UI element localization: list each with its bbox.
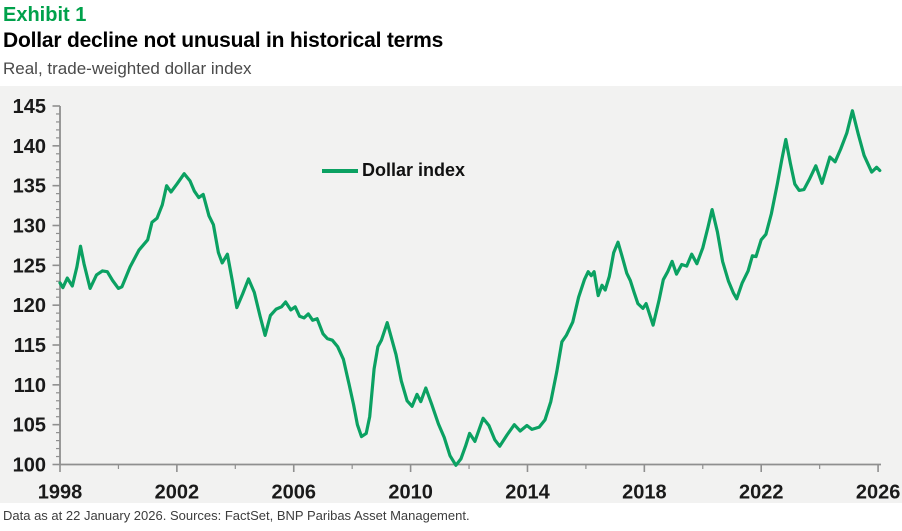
y-tick-label: 125 [13, 255, 46, 277]
chart-legend: Dollar index [322, 160, 465, 181]
y-tick-label: 120 [13, 295, 46, 317]
y-tick-label: 100 [13, 455, 46, 477]
x-tick-label: 2026 [856, 482, 901, 504]
y-tick-label: 110 [14, 375, 46, 397]
chart-subtitle: Real, trade-weighted dollar index [3, 59, 252, 78]
x-tick-label: 2010 [388, 482, 433, 504]
page-title: Dollar decline not unusual in historical… [3, 29, 444, 52]
x-tick-label: 2014 [505, 482, 550, 504]
y-tick-label: 115 [14, 335, 46, 357]
dollar-index-series-line [58, 109, 882, 467]
y-tick-label: 105 [13, 415, 46, 437]
y-tick-label: 145 [13, 96, 46, 118]
source-note: Data as at 22 January 2026. Sources: Fac… [3, 508, 470, 523]
legend-label: Dollar index [362, 160, 466, 180]
x-tick-label: 2022 [739, 482, 784, 504]
x-tick-label: 2018 [622, 482, 667, 504]
x-tick-label: 2006 [271, 482, 316, 504]
x-tick-label: 1998 [38, 482, 83, 504]
plot-background [0, 86, 902, 503]
y-tick-label: 140 [13, 136, 46, 158]
y-tick-label: 135 [13, 176, 46, 198]
y-tick-label: 130 [13, 216, 46, 238]
exhibit-label: Exhibit 1 [3, 4, 87, 26]
x-tick-label: 2002 [155, 482, 200, 504]
legend-line-swatch [322, 168, 358, 173]
